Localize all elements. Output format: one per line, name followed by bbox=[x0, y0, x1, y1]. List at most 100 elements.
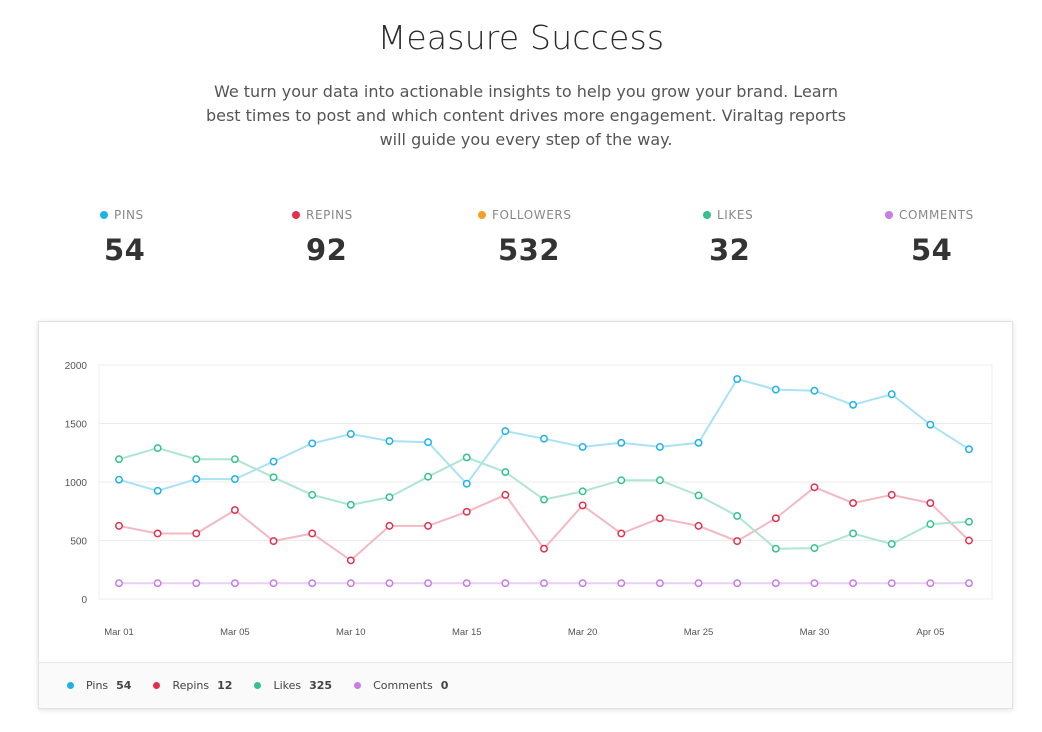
legend-item-comments[interactable]: Comments 0 bbox=[354, 679, 448, 692]
data-point-likes bbox=[540, 495, 548, 504]
data-point-comments bbox=[578, 579, 587, 588]
data-point-likes bbox=[694, 491, 703, 500]
legend-label: Repins bbox=[172, 679, 210, 692]
data-point-comments bbox=[965, 579, 973, 588]
stat-likes: LIKES 32 bbox=[703, 205, 903, 267]
data-point-likes bbox=[153, 444, 162, 453]
data-point-repins bbox=[926, 499, 935, 508]
stat-label: COMMENTS bbox=[899, 208, 974, 222]
data-point-comments bbox=[694, 579, 703, 588]
data-point-likes bbox=[849, 529, 858, 538]
likes-legend-dot-icon bbox=[254, 682, 262, 689]
data-point-likes bbox=[192, 455, 201, 464]
stat-label: LIKES bbox=[717, 208, 754, 222]
data-point-repins bbox=[771, 514, 780, 523]
x-tick-label: Mar 30 bbox=[800, 627, 830, 638]
data-point-likes bbox=[771, 544, 780, 553]
data-point-comments bbox=[501, 579, 510, 588]
data-point-comments bbox=[385, 579, 394, 588]
data-point-repins bbox=[115, 521, 123, 530]
data-point-repins bbox=[694, 521, 703, 530]
stat-label-row: PINS bbox=[100, 205, 300, 225]
x-tick-label: Mar 20 bbox=[568, 627, 598, 638]
data-point-repins bbox=[501, 490, 510, 499]
data-point-comments bbox=[655, 579, 664, 588]
data-point-likes bbox=[230, 455, 239, 464]
pins-legend-dot-icon bbox=[67, 682, 74, 689]
data-point-likes bbox=[810, 544, 819, 553]
data-point-repins bbox=[192, 529, 201, 538]
x-tick-label: Apr 05 bbox=[916, 627, 944, 638]
data-point-likes bbox=[578, 487, 587, 496]
pins-dot-icon bbox=[100, 211, 108, 219]
data-point-likes bbox=[346, 500, 355, 509]
stat-label-row: COMMENTS bbox=[885, 205, 1042, 225]
data-point-comments bbox=[771, 579, 780, 588]
data-point-likes bbox=[733, 511, 742, 520]
data-point-repins bbox=[346, 556, 355, 565]
data-point-repins bbox=[617, 529, 626, 538]
data-point-repins bbox=[269, 537, 278, 546]
y-tick-label: 1000 bbox=[65, 478, 88, 489]
legend-item-pins[interactable]: Pins 54 bbox=[67, 679, 131, 692]
data-point-pins bbox=[887, 390, 896, 399]
data-point-pins bbox=[965, 445, 973, 454]
legend-total: 54 bbox=[116, 679, 132, 692]
data-point-pins bbox=[926, 420, 935, 429]
data-point-likes bbox=[617, 476, 626, 485]
data-point-likes bbox=[115, 455, 123, 464]
repins-dot-icon bbox=[292, 211, 300, 219]
data-point-likes bbox=[501, 468, 510, 477]
data-point-comments bbox=[617, 579, 626, 588]
x-tick-label: Mar 05 bbox=[220, 627, 250, 638]
data-point-comments bbox=[849, 579, 858, 588]
data-point-repins bbox=[462, 507, 471, 516]
stat-comments: COMMENTS 54 bbox=[885, 205, 1042, 267]
stat-label: REPINS bbox=[306, 208, 353, 222]
data-point-repins bbox=[540, 544, 548, 553]
data-point-pins bbox=[269, 457, 278, 466]
page-subtitle: We turn your data into actionable insigh… bbox=[191, 80, 861, 152]
data-point-pins bbox=[501, 427, 510, 436]
data-point-repins bbox=[887, 490, 896, 499]
data-point-likes bbox=[308, 490, 317, 499]
y-tick-label: 1500 bbox=[65, 420, 88, 431]
legend-label: Pins bbox=[86, 679, 109, 692]
data-point-pins bbox=[153, 486, 162, 495]
data-point-comments bbox=[540, 579, 548, 588]
data-point-pins bbox=[540, 434, 548, 443]
data-point-repins bbox=[308, 529, 317, 538]
data-point-pins bbox=[346, 430, 355, 438]
chart-card: 0 500 1000 1500 2000 Mar 01 Mar 05 Mar 10 Mar 15… bbox=[38, 321, 1013, 709]
data-point-pins bbox=[424, 438, 433, 447]
data-point-pins bbox=[849, 400, 858, 409]
chart-legend: Pins 54 Repins 12 Likes 325 Comments 0 bbox=[39, 662, 1012, 708]
stat-value: 92 bbox=[306, 233, 348, 267]
data-point-comments bbox=[115, 579, 123, 588]
data-point-pins bbox=[462, 479, 471, 488]
data-point-repins bbox=[153, 529, 162, 538]
x-tick-label: Mar 01 bbox=[104, 627, 134, 638]
data-point-repins bbox=[810, 483, 819, 492]
data-point-comments bbox=[153, 579, 162, 588]
legend-label: Comments bbox=[373, 679, 433, 692]
data-point-likes bbox=[887, 540, 896, 548]
legend-item-repins[interactable]: Repins 12 bbox=[153, 679, 232, 692]
data-point-pins bbox=[810, 386, 819, 395]
data-point-pins bbox=[655, 442, 664, 451]
data-point-likes bbox=[424, 472, 433, 481]
y-tick-label: 0 bbox=[81, 595, 87, 606]
stat-value: 54 bbox=[104, 233, 146, 267]
data-point-repins bbox=[965, 536, 973, 545]
stat-label: PINS bbox=[114, 208, 144, 222]
page-title: Measure Success bbox=[377, 18, 665, 57]
stat-value: 32 bbox=[709, 233, 751, 267]
stat-followers: FOLLOWERS 532 bbox=[478, 205, 678, 267]
followers-dot-icon bbox=[478, 211, 486, 219]
legend-label: Likes bbox=[273, 679, 302, 692]
y-tick-label: 2000 bbox=[65, 361, 88, 372]
legend-item-likes[interactable]: Likes 325 bbox=[254, 679, 332, 692]
data-point-pins bbox=[308, 439, 317, 448]
data-point-repins bbox=[733, 537, 742, 546]
data-point-comments bbox=[424, 579, 433, 588]
